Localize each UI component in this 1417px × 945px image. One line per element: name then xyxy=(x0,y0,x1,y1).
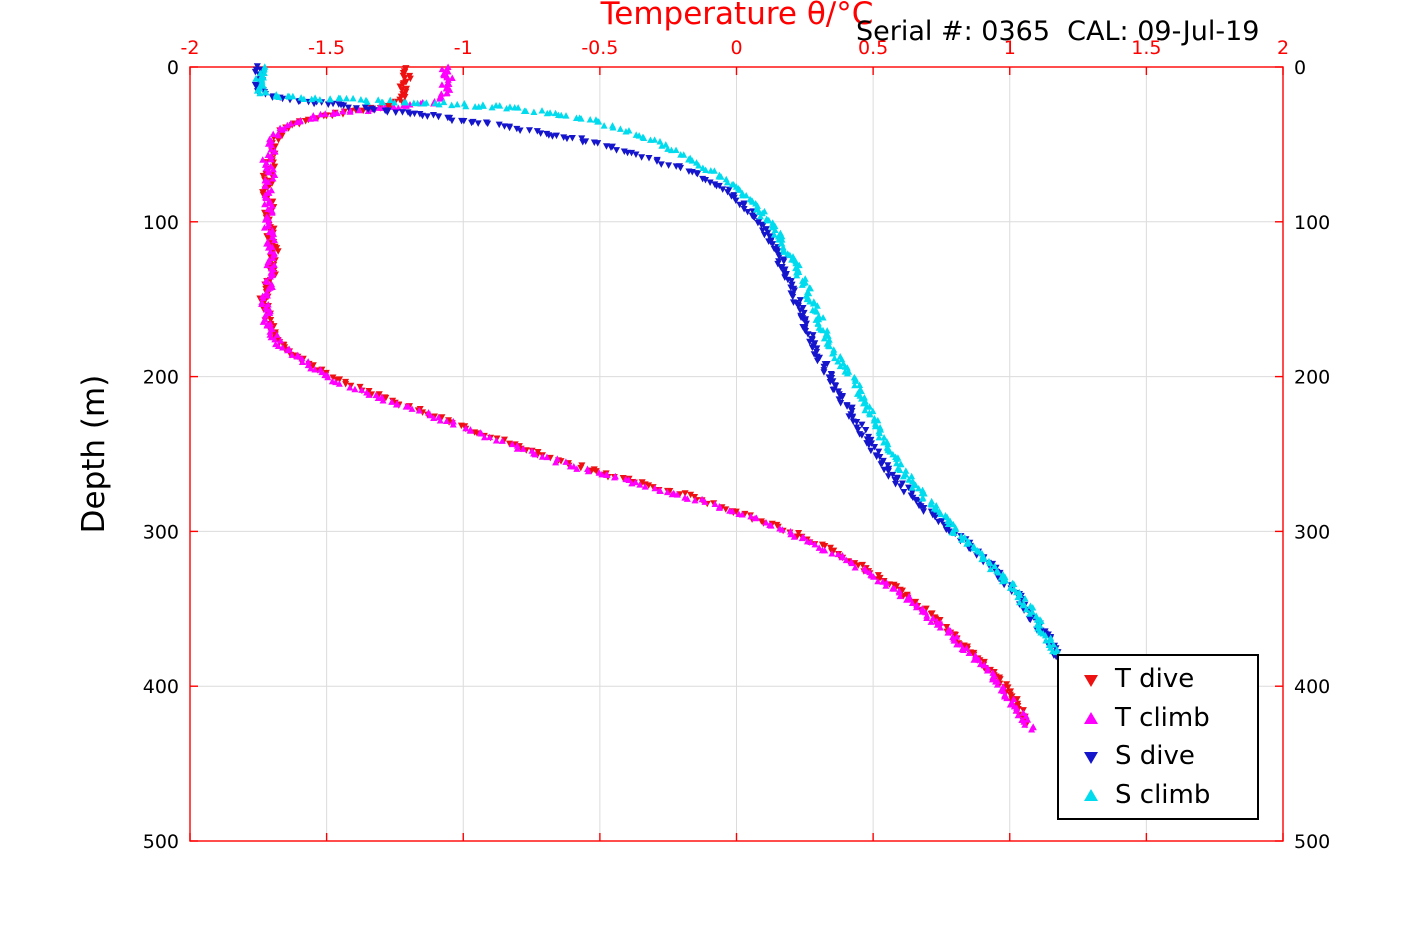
s-climb-marker-icon xyxy=(1084,788,1098,801)
svg-text:200: 200 xyxy=(1294,367,1330,389)
svg-text:-2: -2 xyxy=(181,37,200,59)
serial-annotation: Serial #: 0365 CAL: 09-Jul-19 xyxy=(856,16,1260,47)
legend-label-s-dive: S dive xyxy=(1115,741,1195,772)
svg-text:100: 100 xyxy=(1294,212,1330,234)
legend-item-s-dive: S dive xyxy=(1059,743,1257,769)
svg-text:500: 500 xyxy=(143,831,179,853)
svg-text:0: 0 xyxy=(1294,57,1306,79)
svg-text:0.5: 0.5 xyxy=(858,37,888,59)
svg-text:400: 400 xyxy=(143,676,179,698)
legend-label-t-climb: T climb xyxy=(1115,702,1210,733)
svg-text:0: 0 xyxy=(167,57,179,79)
t-dive-marker-icon xyxy=(1084,675,1098,688)
legend: T dive T climb S dive S climb xyxy=(1057,654,1259,820)
svg-text:-1: -1 xyxy=(454,37,473,59)
s-dive-marker-icon xyxy=(1084,752,1098,765)
svg-text:200: 200 xyxy=(143,367,179,389)
svg-text:500: 500 xyxy=(1294,831,1330,853)
svg-text:1.5: 1.5 xyxy=(1131,37,1161,59)
svg-text:Depth (m): Depth (m) xyxy=(76,375,112,534)
legend-item-s-climb: S climb xyxy=(1059,782,1257,808)
svg-text:0: 0 xyxy=(730,37,742,59)
svg-text:1: 1 xyxy=(1004,37,1016,59)
svg-text:400: 400 xyxy=(1294,676,1330,698)
legend-label-s-climb: S climb xyxy=(1115,779,1211,810)
svg-text:-1.5: -1.5 xyxy=(308,37,345,59)
legend-item-t-climb: T climb xyxy=(1059,705,1257,731)
svg-text:2: 2 xyxy=(1277,37,1289,59)
svg-text:300: 300 xyxy=(143,521,179,543)
legend-label-t-dive: T dive xyxy=(1115,664,1195,695)
svg-text:300: 300 xyxy=(1294,521,1330,543)
t-climb-marker-icon xyxy=(1084,711,1098,724)
chart-title: Temperature θ/°C xyxy=(600,0,874,32)
svg-text:-0.5: -0.5 xyxy=(581,37,618,59)
legend-item-t-dive: T dive xyxy=(1059,666,1257,692)
svg-text:100: 100 xyxy=(143,212,179,234)
